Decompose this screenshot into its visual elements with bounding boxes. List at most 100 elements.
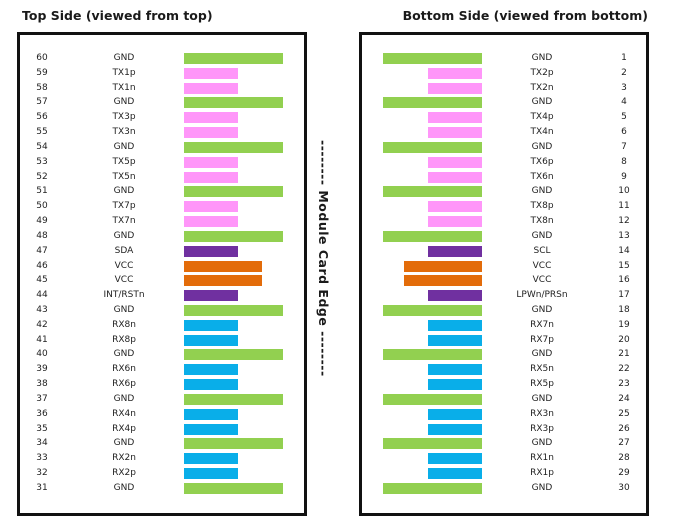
pin-name: RX7p [530, 334, 554, 345]
pin-number: 13 [618, 230, 630, 241]
pin-contact-bar [184, 334, 238, 346]
pin-name: GND [531, 230, 553, 241]
pin-row: TX4p 5 [362, 110, 646, 125]
pin-contact-bar [428, 364, 482, 376]
top-side-panel: 60 GND 59 TX1p 58 TX1n 57 GND 56 TX3p 55 TX3n 54 GND 5… [17, 32, 307, 516]
pin-contact-bar [404, 260, 482, 272]
pin-row: RX5p 23 [362, 377, 646, 392]
pin-row: 60 GND [20, 51, 304, 66]
pin-bar-wrap [362, 453, 482, 465]
pin-name: GND [531, 52, 553, 63]
pin-bar-wrap [362, 127, 482, 139]
pin-row: 54 GND [20, 140, 304, 155]
pin-bar-wrap [184, 379, 304, 391]
pin-contact-bar [184, 304, 283, 316]
pin-name: RX4p [112, 423, 136, 434]
pin-number: 16 [618, 275, 630, 286]
pin-number: 4 [621, 97, 627, 108]
pin-row: VCC 15 [362, 259, 646, 274]
pin-name: VCC [532, 275, 552, 286]
pin-contact-bar [184, 112, 238, 124]
pin-row: 32 RX2p [20, 466, 304, 481]
pin-bar-wrap [184, 216, 304, 228]
pin-number: 58 [36, 82, 48, 93]
pin-name: TX5n [112, 171, 136, 182]
pin-number: 27 [618, 438, 630, 449]
pin-bar-wrap [184, 408, 304, 420]
pin-contact-bar [184, 156, 238, 168]
pin-name: GND [531, 438, 553, 449]
pin-contact-bar [184, 482, 283, 494]
pin-number: 60 [36, 52, 48, 63]
pin-name: RX8p [112, 334, 136, 345]
pin-name: RX3p [530, 423, 554, 434]
top-side-title: Top Side (viewed from top) [22, 8, 213, 23]
pin-name: TX1p [112, 67, 136, 78]
pin-bar-wrap [362, 260, 482, 272]
pin-bar-wrap [184, 186, 304, 198]
pin-bar-wrap [184, 97, 304, 109]
pin-contact-bar [383, 393, 482, 405]
pin-number: 7 [621, 141, 627, 152]
pin-row: TX6n 9 [362, 170, 646, 185]
pin-name: TX6p [530, 156, 554, 167]
pin-name: TX1n [112, 82, 136, 93]
pin-name: GND [531, 304, 553, 315]
pin-name: GND [113, 438, 135, 449]
pin-row: GND 30 [362, 481, 646, 496]
pin-bar-wrap [184, 67, 304, 79]
pin-contact-bar [428, 408, 482, 420]
pin-row: RX3n 25 [362, 407, 646, 422]
pin-bar-wrap [362, 230, 482, 242]
pin-name: RX2n [112, 453, 136, 464]
pin-name: GND [531, 482, 553, 493]
pin-contact-bar [383, 141, 482, 153]
pin-bar-wrap [184, 245, 304, 257]
pin-contact-bar [184, 186, 283, 198]
pin-bar-wrap [184, 112, 304, 124]
pin-contact-bar [428, 290, 482, 302]
pin-bar-wrap [184, 290, 304, 302]
pin-number: 21 [618, 349, 630, 360]
pin-number: 19 [618, 319, 630, 330]
pin-row: TX8n 12 [362, 214, 646, 229]
pin-contact-bar [184, 393, 283, 405]
pin-row: 39 RX6n [20, 362, 304, 377]
pin-bar-wrap [184, 304, 304, 316]
pin-number: 53 [36, 156, 48, 167]
pin-number: 6 [621, 127, 627, 138]
pin-number: 44 [36, 290, 48, 301]
pin-contact-bar [428, 82, 482, 94]
pin-name: TX7p [112, 201, 136, 212]
pin-contact-bar [428, 245, 482, 257]
pin-name: GND [113, 52, 135, 63]
pin-contact-bar [184, 275, 262, 287]
pin-name: TX6n [530, 171, 554, 182]
pin-name: VCC [114, 260, 134, 271]
pin-name: VCC [114, 275, 134, 286]
pin-contact-bar [184, 453, 238, 465]
pin-name: TX8n [530, 216, 554, 227]
pin-bar-wrap [184, 201, 304, 213]
pin-bar-wrap [184, 364, 304, 376]
pin-contact-bar [184, 67, 238, 79]
pin-number: 45 [36, 275, 48, 286]
pin-number: 18 [618, 304, 630, 315]
pin-contact-bar [428, 112, 482, 124]
pin-row: 50 TX7p [20, 199, 304, 214]
pin-number: 34 [36, 438, 48, 449]
pin-name: GND [531, 349, 553, 360]
pin-row: RX7n 19 [362, 318, 646, 333]
pin-row: 55 TX3n [20, 125, 304, 140]
pin-bar-wrap [184, 423, 304, 435]
pin-row: GND 7 [362, 140, 646, 155]
pin-name: GND [113, 393, 135, 404]
pin-name: GND [531, 393, 553, 404]
pin-name: GND [113, 97, 135, 108]
pin-number: 31 [36, 482, 48, 493]
pin-contact-bar [184, 141, 283, 153]
pin-contact-bar [383, 482, 482, 494]
pin-name: TX4n [530, 127, 554, 138]
pin-name: GND [113, 186, 135, 197]
pin-number: 51 [36, 186, 48, 197]
